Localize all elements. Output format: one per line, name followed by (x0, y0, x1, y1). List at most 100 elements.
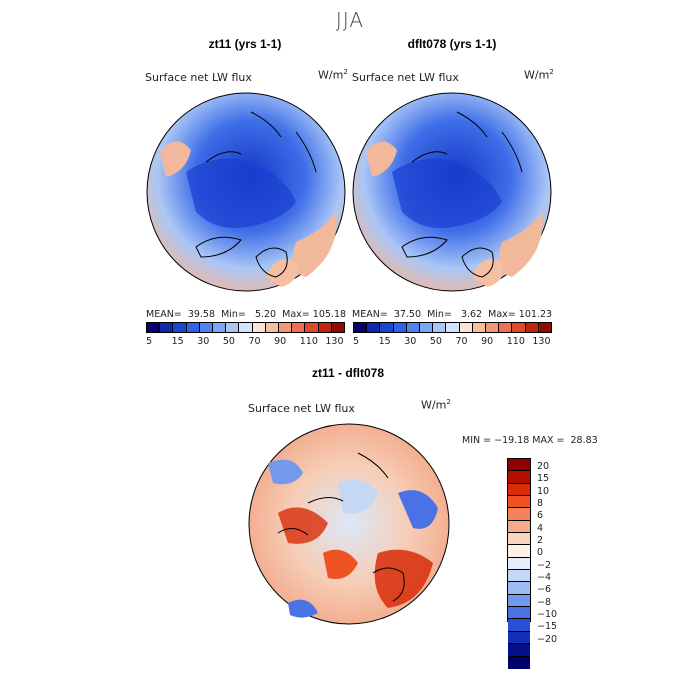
panel-2-warm-region-south (498, 212, 543, 277)
panel-2-variable: Surface net LW flux (352, 71, 459, 84)
panel-2-cold-core (392, 158, 502, 228)
diff-colorbar-label: 0 (537, 547, 544, 559)
diff-coastlines (277, 452, 405, 602)
diff-colorbar-swatch (508, 631, 530, 645)
diff-cool-patch-2 (398, 490, 438, 529)
diff-colorbar-swatch (508, 619, 530, 632)
panel-2-stats: MEAN= 37.50 Min= 3.62 Max= 101.23 (352, 309, 553, 320)
diff-colorbar-swatch (508, 508, 530, 521)
diff-colorbar (507, 458, 531, 669)
panel-1-warm-region-south (292, 212, 337, 277)
diff-colorbar-labels: 20 15 10 8 6 4 2 0 −2 −4 −6 −8 −10 −15 −20 (537, 461, 557, 646)
diff-colorbar-swatch (508, 607, 530, 620)
colorbar-tick-label: 50 (222, 336, 235, 347)
colorbar-tick-label: 70 (455, 336, 468, 347)
colorbar-swatch (393, 323, 407, 332)
diff-colorbar-label: 15 (537, 473, 550, 485)
colorbar-swatch (499, 323, 513, 332)
panel-1-variable: Surface net LW flux (145, 71, 252, 84)
diff-colorbar-swatch (508, 496, 530, 509)
colorbar-swatch (252, 323, 266, 332)
diff-colorbar-swatch (508, 656, 530, 669)
diff-colorbar-label: −15 (537, 621, 558, 633)
colorbar-swatch (446, 323, 460, 332)
colorbar-tick-label: 70 (248, 336, 261, 347)
diff-colorbar-swatch (508, 594, 530, 608)
diff-warm-patch-3 (323, 549, 358, 579)
colorbar-swatch (160, 323, 174, 332)
colorbar-swatch (213, 323, 227, 332)
panel-1-title: zt11 (yrs 1-1) (208, 37, 282, 51)
colorbar-tick-label: 130 (325, 336, 344, 347)
colorbar-tick-label: 110 (506, 336, 525, 347)
colorbar-swatch (367, 323, 381, 332)
colorbar-swatch (292, 323, 306, 332)
diff-cool-patch-4 (288, 599, 318, 618)
diff-panel-map (248, 423, 450, 625)
panel-2-colorbar (353, 322, 552, 333)
diff-colorbar-label: 10 (537, 485, 550, 497)
diff-colorbar-label: −2 (537, 559, 552, 571)
colorbar-swatch (420, 323, 434, 332)
diff-colorbar-label: 6 (537, 510, 544, 522)
panel-2-unit: W/m2 (524, 68, 554, 82)
diff-colorbar-swatch (508, 545, 530, 558)
colorbar-swatch (186, 323, 200, 332)
colorbar-tick-label: 110 (299, 336, 318, 347)
diff-colorbar-label: 4 (537, 522, 544, 534)
diff-panel-title: zt11 - dflt078 (311, 366, 385, 380)
diff-warm-patch-1 (278, 507, 328, 544)
panel-1-stats: MEAN= 39.58 Min= 5.20 Max= 105.18 (146, 309, 347, 320)
colorbar-swatch (279, 323, 293, 332)
panel-1-colorbar-ticks: 5 15 30 50 70 90 110 130 (146, 336, 351, 347)
colorbar-swatch (305, 323, 319, 332)
colorbar-swatch (472, 323, 487, 332)
colorbar-tick-label: 5 (146, 336, 153, 347)
colorbar-tick-label: 30 (197, 336, 210, 347)
colorbar-swatch (459, 323, 473, 332)
diff-colorbar-swatch (508, 557, 530, 571)
diff-colorbar-label: 20 (537, 461, 550, 472)
diff-colorbar-swatch (508, 644, 530, 657)
diff-colorbar-label: −4 (537, 572, 552, 584)
colorbar-swatch (147, 323, 161, 332)
diff-colorbar-label: 2 (537, 535, 544, 547)
diff-colorbar-label: −10 (537, 609, 558, 621)
panel-1-cold-core (186, 158, 296, 228)
colorbar-tick-label: 30 (404, 336, 417, 347)
panel-2-map (352, 92, 552, 292)
diff-colorbar-swatch (508, 471, 530, 484)
colorbar-swatch (226, 323, 240, 332)
colorbar-swatch (331, 323, 345, 332)
colorbar-swatch (538, 323, 552, 332)
colorbar-swatch (318, 323, 332, 332)
panel-2-coastline-siberia (411, 111, 523, 173)
panel-1-warm-region-west (160, 141, 191, 177)
diff-colorbar-swatch (508, 582, 530, 595)
colorbar-tick-label: 90 (481, 336, 494, 347)
diff-panel-stats: MIN = −19.18 MAX = 28.83 (462, 435, 598, 446)
colorbar-tick-label: 130 (532, 336, 551, 347)
panel-2-title: dflt078 (yrs 1-1) (407, 37, 497, 51)
diff-colorbar-swatch (508, 533, 530, 546)
diff-colorbar-swatch (508, 570, 530, 583)
diff-colorbar-swatch (508, 459, 530, 472)
colorbar-swatch (265, 323, 280, 332)
panel-2-colorbar-ticks: 5 15 30 50 70 90 110 130 (353, 336, 558, 347)
diff-panel-variable: Surface net LW flux (248, 402, 355, 415)
colorbar-swatch (199, 323, 214, 332)
colorbar-swatch (406, 323, 421, 332)
colorbar-tick-label: 15 (378, 336, 391, 347)
colorbar-swatch (525, 323, 539, 332)
colorbar-tick-label: 50 (429, 336, 442, 347)
panel-1-coastline-siberia (205, 111, 317, 173)
diff-colorbar-label: 8 (537, 498, 544, 510)
colorbar-swatch (433, 323, 447, 332)
panel-1-coastline-greenland (195, 236, 242, 258)
panel-1-colorbar (146, 322, 345, 333)
panel-2-warm-region-west (366, 141, 397, 177)
diff-colorbar-swatch (508, 520, 530, 534)
season-title: JJA (335, 8, 365, 32)
colorbar-swatch (380, 323, 394, 332)
diff-panel-unit: W/m2 (421, 398, 451, 412)
